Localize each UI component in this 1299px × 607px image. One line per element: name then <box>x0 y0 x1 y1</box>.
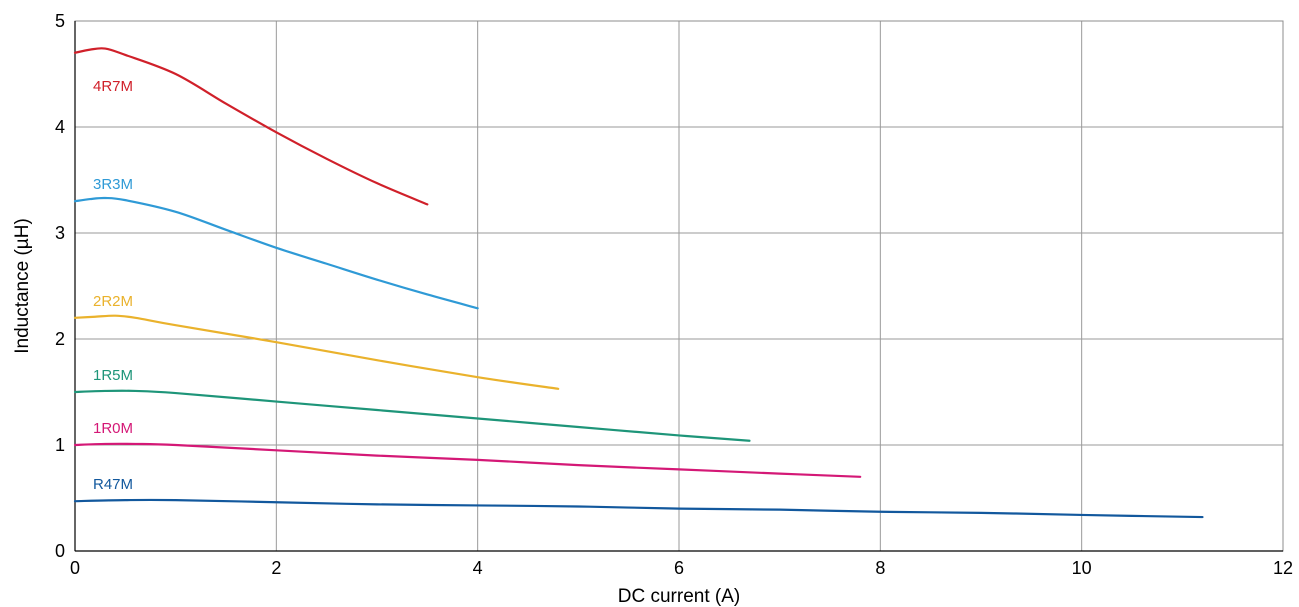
series-label-2r2m: 2R2M <box>93 293 133 310</box>
x-axis-label: DC current (A) <box>618 586 740 607</box>
series-label-r47m: R47M <box>93 476 133 493</box>
y-tick-label-4: 4 <box>55 117 65 137</box>
series-line-3r3m <box>73 196 479 310</box>
x-tick-label-4: 8 <box>875 558 885 578</box>
series-line-1r0m <box>73 442 862 478</box>
x-tick-label-5: 10 <box>1072 558 1092 578</box>
y-tick-label-1: 1 <box>55 435 65 455</box>
x-tick-label-2: 4 <box>473 558 483 578</box>
series-lines <box>73 47 1204 519</box>
y-tick-label-5: 5 <box>55 11 65 31</box>
y-tick-label-0: 0 <box>55 541 65 561</box>
x-tick-label-3: 6 <box>674 558 684 578</box>
series-line-r47m <box>73 498 1204 519</box>
x-tick-label-6: 12 <box>1273 558 1293 578</box>
y-tick-label-3: 3 <box>55 223 65 243</box>
series-line-4r7m <box>73 47 429 206</box>
series-labels: 4R7M 3R3M 2R2M 1R5M 1R0M R47M <box>93 78 133 493</box>
series-line-2r2m <box>73 314 560 390</box>
y-tick-label-2: 2 <box>55 329 65 349</box>
series-line-1r5m <box>73 389 751 442</box>
grid <box>74 20 1284 552</box>
x-tick-label-0: 0 <box>70 558 80 578</box>
series-label-4r7m: 4R7M <box>93 78 133 95</box>
series-label-1r5m: 1R5M <box>93 367 133 384</box>
series-label-3r3m: 3R3M <box>93 176 133 193</box>
x-tick-label-1: 2 <box>271 558 281 578</box>
y-axis-label: Inductance (µH) <box>12 218 33 354</box>
series-label-1r0m: 1R0M <box>93 420 133 437</box>
